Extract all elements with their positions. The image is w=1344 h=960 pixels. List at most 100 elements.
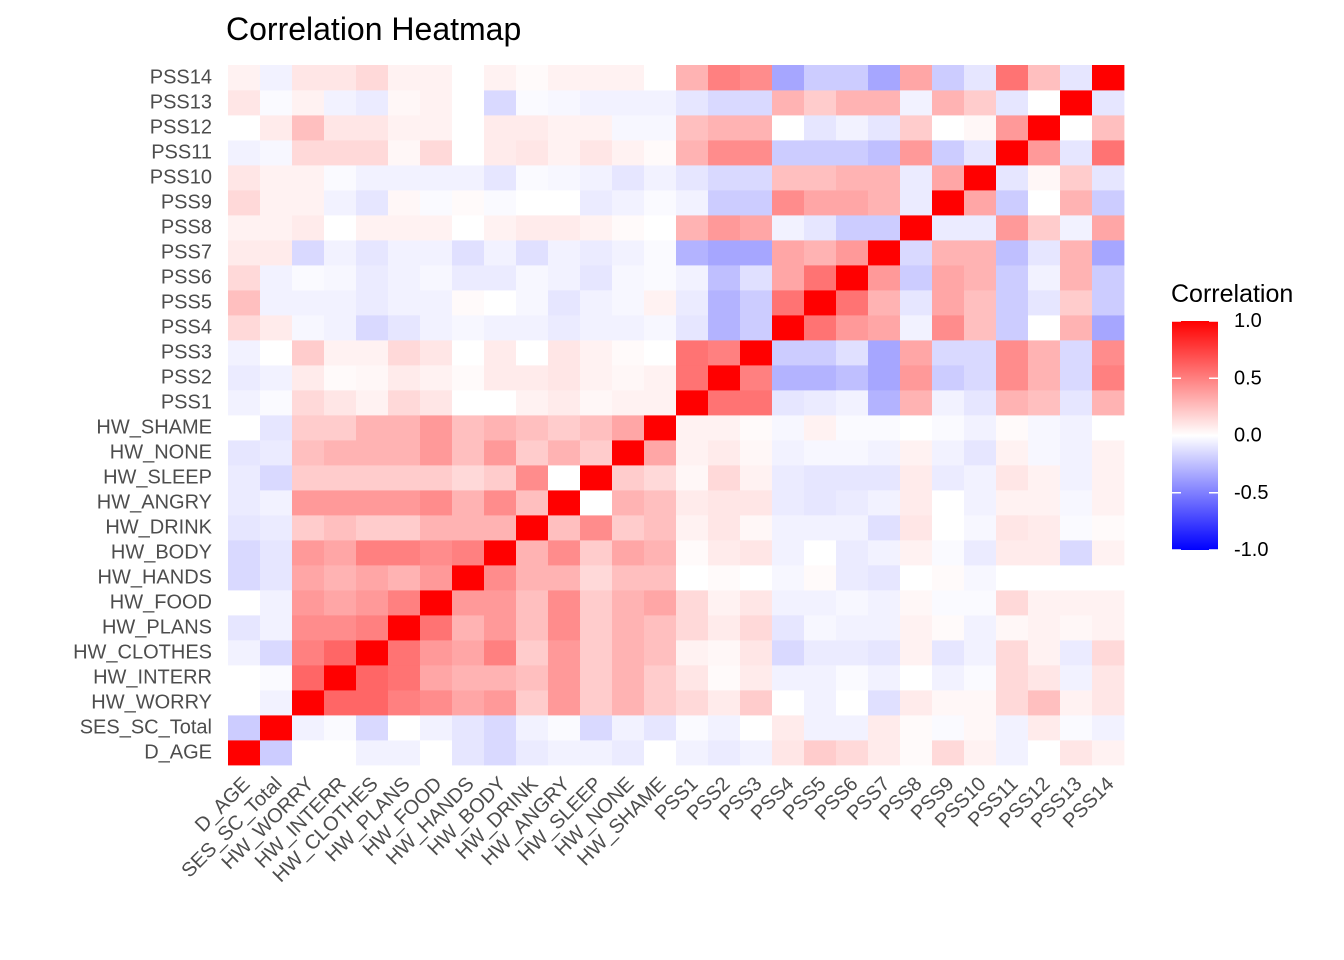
heatmap-cell [868, 90, 901, 116]
heatmap-cell [1028, 665, 1061, 691]
heatmap-cell [1060, 315, 1093, 341]
heatmap-cell [452, 240, 485, 266]
heatmap-cell [516, 365, 549, 391]
heatmap-cell [772, 265, 805, 291]
heatmap-cell [996, 140, 1029, 166]
heatmap-cell [292, 515, 325, 541]
heatmap-cell [932, 165, 965, 191]
heatmap-cell [1060, 115, 1093, 141]
heatmap-cell [1060, 65, 1093, 91]
heatmap-cell [1092, 165, 1125, 191]
heatmap-cell [996, 390, 1029, 416]
heatmap-cell [324, 290, 357, 316]
heatmap-cell [676, 440, 709, 466]
heatmap-cell [644, 465, 677, 491]
heatmap-cell [804, 165, 837, 191]
heatmap-cell [932, 140, 965, 166]
legend-tick-label: -1.0 [1234, 539, 1268, 561]
heatmap-cell [1060, 690, 1093, 716]
heatmap-cell [260, 65, 293, 91]
heatmap-cell [804, 390, 837, 416]
heatmap-cell [260, 390, 293, 416]
heatmap-cell [772, 140, 805, 166]
heatmap-cell [228, 165, 261, 191]
heatmap-cell [1092, 140, 1125, 166]
heatmap-cell [740, 390, 773, 416]
heatmap-cell [292, 365, 325, 391]
heatmap-cell [1028, 465, 1061, 491]
heatmap-cell [644, 515, 677, 541]
heatmap-cell [612, 515, 645, 541]
heatmap-cell [420, 340, 453, 366]
heatmap-cell [1092, 240, 1125, 266]
heatmap-cell [900, 690, 933, 716]
heatmap-cell [484, 290, 517, 316]
heatmap-cell [1092, 715, 1125, 741]
heatmap-cell [228, 640, 261, 666]
heatmap-cell [516, 290, 549, 316]
heatmap-cell [868, 590, 901, 616]
heatmap-cell [1028, 165, 1061, 191]
heatmap-cell [772, 240, 805, 266]
heatmap-cell [740, 290, 773, 316]
heatmap-cell [548, 390, 581, 416]
heatmap-cell [484, 340, 517, 366]
heatmap-cell [228, 415, 261, 441]
heatmap-cell [676, 115, 709, 141]
heatmap-cell [1028, 215, 1061, 241]
heatmap-cell [388, 740, 421, 766]
heatmap-cell [388, 65, 421, 91]
heatmap-cell [292, 715, 325, 741]
heatmap-cell [548, 290, 581, 316]
heatmap-cell [740, 740, 773, 766]
heatmap-cell [740, 340, 773, 366]
heatmap-cell [1028, 90, 1061, 116]
heatmap-cell [484, 115, 517, 141]
heatmap-cell [548, 65, 581, 91]
heatmap-cell [260, 715, 293, 741]
heatmap-cell [772, 740, 805, 766]
heatmap-cell [612, 665, 645, 691]
heatmap-cell [772, 690, 805, 716]
heatmap-cell [1092, 540, 1125, 566]
y-tick-label: HW_DRINK [105, 517, 212, 539]
heatmap-cell [1092, 290, 1125, 316]
y-tick-label: HW_INTERR [93, 667, 212, 689]
heatmap-cell [388, 265, 421, 291]
heatmap-cell [228, 315, 261, 341]
heatmap-cell [516, 515, 549, 541]
heatmap-cell [356, 540, 389, 566]
heatmap-cell [548, 665, 581, 691]
heatmap-cell [228, 465, 261, 491]
heatmap-cell [484, 190, 517, 216]
heatmap-cell [580, 740, 613, 766]
heatmap-cell [356, 515, 389, 541]
heatmap-cell [388, 215, 421, 241]
heatmap-cell [868, 440, 901, 466]
heatmap-cell [836, 290, 869, 316]
heatmap-cell [1092, 390, 1125, 416]
heatmap-cell [388, 465, 421, 491]
heatmap-cell [420, 540, 453, 566]
heatmap-cell [356, 115, 389, 141]
heatmap-cell [580, 215, 613, 241]
heatmap-cell [708, 390, 741, 416]
heatmap-cell [484, 740, 517, 766]
heatmap-cell [644, 690, 677, 716]
heatmap-cell [228, 115, 261, 141]
heatmap-cell [356, 190, 389, 216]
heatmap-cell [900, 240, 933, 266]
heatmap-cell [1092, 365, 1125, 391]
heatmap-cell [452, 90, 485, 116]
heatmap-cell [708, 590, 741, 616]
heatmap-cell [964, 515, 997, 541]
heatmap-cell [772, 540, 805, 566]
y-tick-label: PSS12 [150, 117, 212, 139]
heatmap-cell [420, 140, 453, 166]
heatmap-cell [772, 290, 805, 316]
heatmap-cell [644, 190, 677, 216]
y-tick-label: PSS8 [161, 217, 212, 239]
heatmap-cell [804, 90, 837, 116]
heatmap-cell [964, 90, 997, 116]
heatmap-cell [420, 665, 453, 691]
